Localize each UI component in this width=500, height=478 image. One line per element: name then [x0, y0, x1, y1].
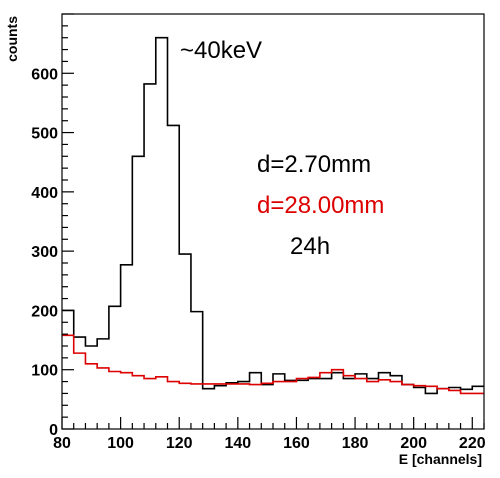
y-tick-label: 500: [31, 126, 58, 143]
y-tick-label: 400: [31, 185, 58, 202]
x-tick-label: 180: [342, 435, 369, 452]
legend-label-d-2-70mm: d=2.70mm: [257, 151, 371, 178]
x-tick-label: 220: [459, 435, 486, 452]
y-tick-label: 600: [31, 66, 58, 83]
x-axis-title: E [channels]: [399, 451, 482, 467]
y-axis-title: counts: [4, 16, 20, 62]
annotation-peak-energy: ~40keV: [180, 37, 262, 64]
x-axis: 80 100 120 140 160 180 200 220: [53, 417, 486, 452]
series-layer: [62, 36, 484, 395]
y-tick-label: 200: [31, 303, 58, 320]
annotation-duration: 24h: [290, 233, 330, 260]
x-tick-label: 120: [166, 435, 193, 452]
y-tick-label: 100: [31, 363, 58, 380]
legend-label-d-28-00mm: d=28.00mm: [257, 192, 384, 219]
y-tick-label: 0: [49, 422, 58, 439]
x-tick-label: 160: [283, 435, 310, 452]
y-tick-label: 300: [31, 244, 58, 261]
histogram-series-d-28-00mm: [62, 334, 484, 395]
y-axis: 0 100 200 300 400 500 600: [31, 13, 74, 439]
plot-frame: [61, 13, 485, 430]
x-tick-label: 100: [107, 435, 134, 452]
x-tick-label: 200: [400, 435, 427, 452]
x-tick-label: 140: [224, 435, 251, 452]
x-tick-label: 80: [53, 435, 71, 452]
